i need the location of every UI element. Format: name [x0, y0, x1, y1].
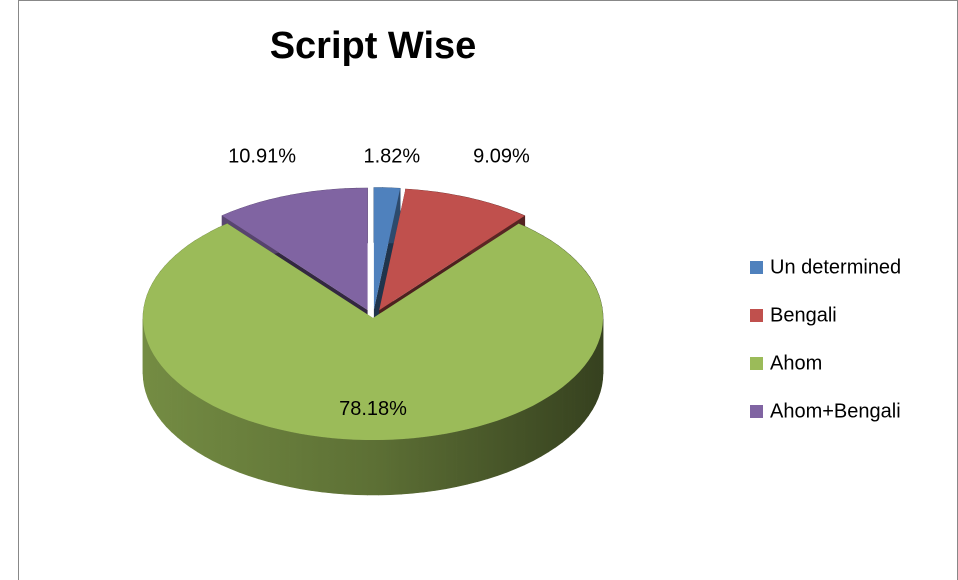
slice-rim [548, 391, 557, 453]
legend-label: Ahom+Bengali [770, 400, 901, 422]
slice-rim [321, 436, 334, 494]
slice-rim [401, 437, 414, 495]
slice-rim [584, 359, 589, 422]
slice-rim [197, 396, 206, 457]
slice-rim [366, 439, 380, 496]
legend-swatch [750, 261, 763, 274]
data-label: 1.82% [363, 145, 420, 167]
slice-rim [161, 365, 167, 428]
chart-title: Script Wise [270, 25, 477, 67]
data-label: 10.91% [228, 145, 296, 167]
slice-rim [204, 400, 214, 462]
slice-rim [532, 400, 542, 462]
slice-rim [574, 370, 581, 433]
slice-rim [378, 439, 391, 496]
slice-rim [456, 428, 468, 487]
slice-rim [562, 381, 569, 443]
slice-rim [221, 409, 231, 470]
legend-label: Bengali [770, 304, 837, 326]
slice-rim [177, 381, 184, 443]
slice-rim [278, 428, 290, 487]
slice-rim [239, 416, 250, 477]
slice-rim [332, 437, 345, 495]
slice-rim [212, 405, 222, 466]
slice-top [143, 223, 603, 440]
slice-rim [258, 423, 269, 483]
slice-rim [445, 431, 457, 490]
slice-rim [310, 435, 323, 493]
slice-rim [299, 433, 312, 491]
slice-rim [344, 438, 357, 496]
slice-rim [597, 336, 601, 399]
slice-rim [555, 386, 563, 448]
slice-rim [591, 348, 596, 410]
slice-top [222, 188, 368, 310]
slice-rim [150, 348, 154, 410]
slice-rim [248, 420, 259, 480]
legend-swatch [750, 309, 763, 322]
data-label: 78.18% [339, 398, 407, 420]
slice-rim [568, 376, 575, 438]
slice-rim [190, 391, 198, 453]
slice-rim [496, 416, 508, 477]
slice-rim [540, 396, 549, 457]
slice-rim [166, 370, 172, 433]
slice-rim [434, 433, 447, 491]
slice-rim [506, 413, 517, 473]
slice-rim [389, 438, 402, 496]
slice-rim [595, 342, 599, 405]
slice-rim [355, 439, 368, 496]
slice-rim [477, 423, 488, 483]
slice-rim [487, 420, 498, 480]
slice-rim [423, 435, 436, 493]
data-label: 9.09% [473, 145, 530, 167]
slice-rim [229, 413, 240, 473]
legend-label: Un determined [770, 256, 901, 278]
slice-top [373, 187, 401, 310]
legend-swatch [750, 405, 763, 418]
legend-label: Ahom [770, 352, 822, 374]
slice-rim [588, 353, 593, 417]
slice-rim [289, 431, 301, 490]
slice-rim [183, 386, 191, 448]
slice-rim [412, 436, 425, 494]
legend-swatch [750, 357, 763, 370]
slice-top [379, 189, 525, 311]
slice-rim [171, 376, 178, 438]
slice-rim [579, 365, 585, 428]
slice-rim [466, 426, 478, 485]
slice-rim [268, 426, 280, 485]
slice-rim [157, 359, 162, 422]
pie-slice [142, 223, 604, 496]
slice-rim [524, 405, 534, 466]
slice-rim [153, 353, 158, 417]
slice-rim [147, 342, 151, 405]
slice-rim [515, 409, 525, 470]
